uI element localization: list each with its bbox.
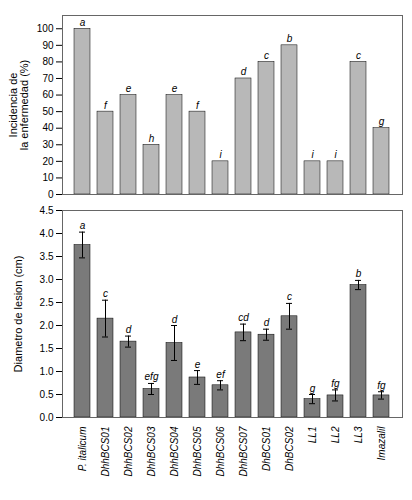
svg-text:d: d <box>264 317 270 328</box>
svg-text:f: f <box>196 100 200 111</box>
svg-text:h: h <box>149 133 155 144</box>
svg-text:0.5: 0.5 <box>40 389 54 400</box>
svg-text:c: c <box>103 288 108 299</box>
svg-text:DhhBCS04: DhhBCS04 <box>169 426 180 476</box>
svg-text:2.5: 2.5 <box>40 297 54 308</box>
svg-text:50: 50 <box>42 106 54 117</box>
svg-text:DhhBCS03: DhhBCS03 <box>146 426 157 476</box>
svg-text:g: g <box>310 383 316 394</box>
svg-text:30: 30 <box>42 139 54 150</box>
svg-text:80: 80 <box>42 56 54 67</box>
svg-text:10: 10 <box>42 172 54 183</box>
svg-text:g: g <box>379 116 385 127</box>
svg-text:c: c <box>287 291 292 302</box>
svg-text:DhhBCS07: DhhBCS07 <box>238 426 249 476</box>
svg-text:20: 20 <box>42 156 54 167</box>
svg-text:i: i <box>311 149 314 160</box>
svg-text:1.5: 1.5 <box>40 343 54 354</box>
svg-text:b: b <box>356 268 362 279</box>
svg-text:70: 70 <box>42 73 54 84</box>
svg-text:Imazalil: Imazalil <box>376 426 387 461</box>
svg-text:ef: ef <box>216 369 226 380</box>
svg-text:cd: cd <box>238 312 249 323</box>
svg-text:4.0: 4.0 <box>40 228 54 239</box>
svg-text:efg: efg <box>145 371 159 382</box>
svg-text:DhBCS02: DhBCS02 <box>284 426 295 471</box>
svg-text:60: 60 <box>42 89 54 100</box>
svg-text:DhhBCS05: DhhBCS05 <box>192 426 203 476</box>
svg-text:Diametro de lesion (cm): Diametro de lesion (cm) <box>12 256 24 373</box>
svg-text:b: b <box>287 33 293 44</box>
svg-text:a: a <box>80 220 86 231</box>
svg-text:i: i <box>334 149 337 160</box>
svg-text:0: 0 <box>48 189 54 200</box>
svg-text:40: 40 <box>42 122 54 133</box>
svg-text:e: e <box>195 359 201 370</box>
svg-text:c: c <box>356 50 361 61</box>
svg-text:e: e <box>126 83 132 94</box>
svg-text:3.5: 3.5 <box>40 251 54 262</box>
svg-text:DhBCS01: DhBCS01 <box>261 427 272 471</box>
svg-text:P. italicum: P. italicum <box>77 427 88 472</box>
svg-text:3.0: 3.0 <box>40 274 54 285</box>
svg-text:i: i <box>219 149 222 160</box>
svg-text:LL3: LL3 <box>353 426 364 443</box>
svg-text:0.0: 0.0 <box>40 412 54 423</box>
svg-text:1.0: 1.0 <box>40 366 54 377</box>
svg-text:d: d <box>126 324 132 335</box>
svg-text:fg: fg <box>377 380 386 391</box>
svg-text:fg: fg <box>331 378 340 389</box>
svg-text:d: d <box>241 66 247 77</box>
svg-text:a: a <box>80 17 86 28</box>
svg-text:4.5: 4.5 <box>40 205 54 216</box>
svg-text:Incidencia dela enfermedad (%): Incidencia dela enfermedad (%) <box>7 60 30 151</box>
svg-text:LL1: LL1 <box>307 427 318 444</box>
svg-text:100: 100 <box>37 23 54 34</box>
svg-text:c: c <box>264 50 269 61</box>
svg-text:e: e <box>172 83 178 94</box>
svg-text:2.0: 2.0 <box>40 320 54 331</box>
svg-text:90: 90 <box>42 40 54 51</box>
svg-text:DhhBCS01: DhhBCS01 <box>100 427 111 477</box>
svg-text:f: f <box>104 100 108 111</box>
svg-text:LL2: LL2 <box>330 426 341 443</box>
svg-text:d: d <box>172 314 178 325</box>
svg-text:DhhBCS02: DhhBCS02 <box>123 426 134 476</box>
svg-text:DhhBCS06: DhhBCS06 <box>215 426 226 476</box>
